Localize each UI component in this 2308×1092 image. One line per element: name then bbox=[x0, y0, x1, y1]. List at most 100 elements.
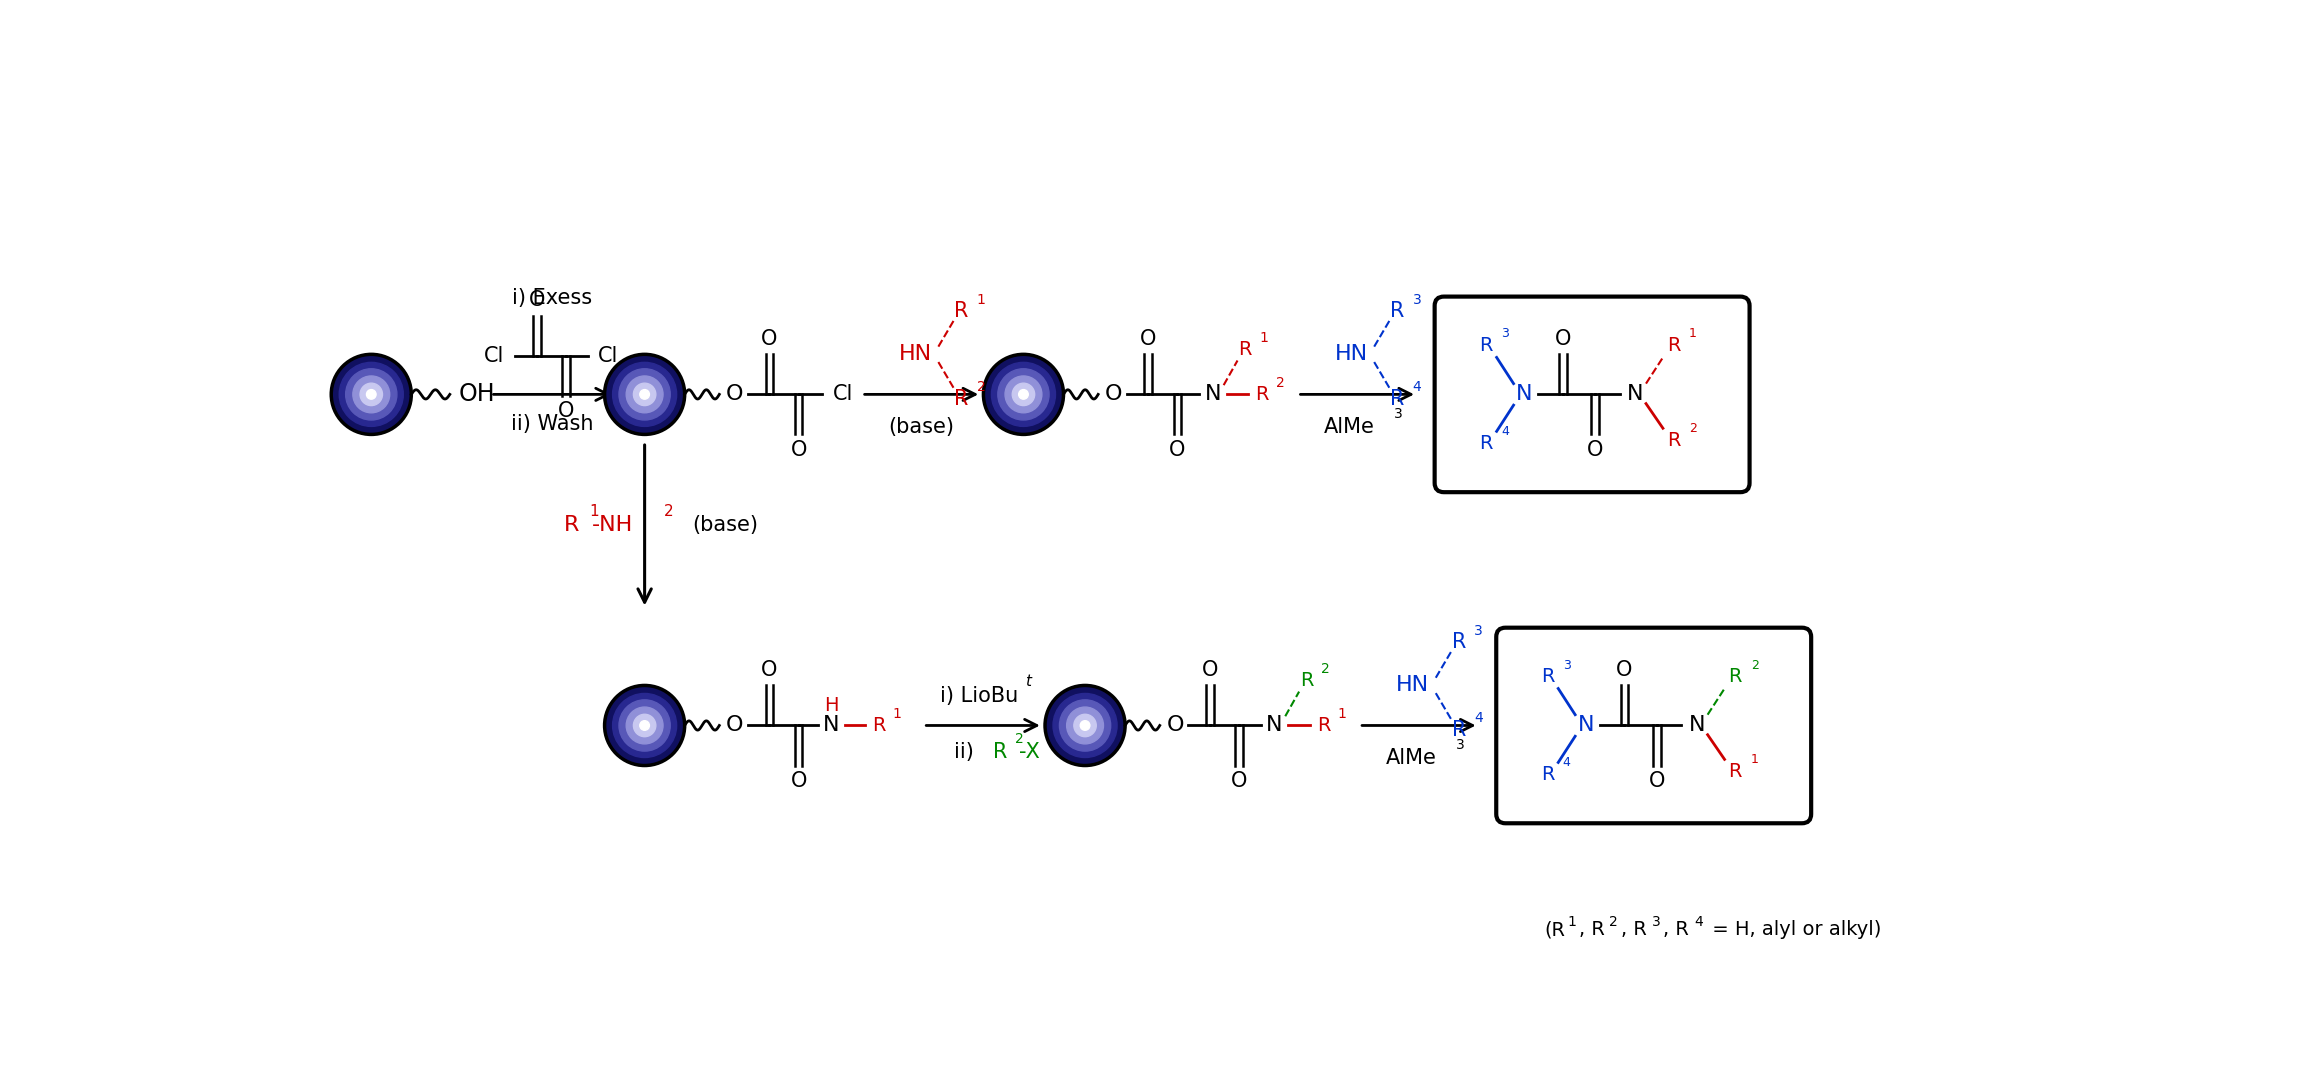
Circle shape bbox=[1004, 376, 1041, 413]
Text: i) LioBu: i) LioBu bbox=[939, 686, 1018, 707]
Text: 1: 1 bbox=[1689, 328, 1696, 341]
Text: Cl: Cl bbox=[598, 346, 619, 366]
Text: 1: 1 bbox=[1752, 753, 1759, 767]
Text: 4: 4 bbox=[1500, 425, 1509, 438]
Text: R: R bbox=[1299, 672, 1313, 690]
Circle shape bbox=[346, 369, 397, 420]
Text: 1: 1 bbox=[1260, 331, 1267, 345]
Circle shape bbox=[1066, 707, 1103, 744]
Text: 3: 3 bbox=[1563, 658, 1572, 672]
Circle shape bbox=[619, 700, 669, 751]
Text: , R: , R bbox=[1620, 921, 1648, 939]
Text: O: O bbox=[559, 402, 575, 422]
Text: O: O bbox=[1616, 660, 1632, 680]
Text: 3: 3 bbox=[1394, 407, 1403, 422]
Circle shape bbox=[1073, 714, 1096, 737]
Text: O: O bbox=[1140, 329, 1156, 349]
Text: R: R bbox=[1666, 431, 1680, 450]
Text: 2: 2 bbox=[665, 505, 674, 519]
Text: O: O bbox=[1588, 440, 1604, 460]
Text: AlMe: AlMe bbox=[1385, 748, 1436, 768]
Text: R: R bbox=[872, 716, 886, 735]
Text: R: R bbox=[1479, 335, 1493, 355]
Text: R: R bbox=[1666, 335, 1680, 355]
Text: 2: 2 bbox=[976, 380, 986, 394]
Text: 3: 3 bbox=[1653, 915, 1659, 929]
Text: O: O bbox=[789, 440, 808, 460]
Circle shape bbox=[1059, 700, 1110, 751]
Text: 4: 4 bbox=[1475, 712, 1484, 725]
Text: HN: HN bbox=[898, 344, 932, 365]
Text: O: O bbox=[1166, 715, 1184, 736]
Circle shape bbox=[639, 390, 649, 400]
Circle shape bbox=[360, 383, 383, 405]
Text: O: O bbox=[529, 290, 545, 310]
Text: 2: 2 bbox=[1276, 376, 1286, 390]
Text: O: O bbox=[1106, 384, 1122, 404]
Text: i) Exess: i) Exess bbox=[512, 288, 593, 308]
Text: -NH: -NH bbox=[591, 515, 632, 535]
Circle shape bbox=[632, 383, 655, 405]
Text: O: O bbox=[1202, 660, 1219, 680]
Circle shape bbox=[625, 707, 662, 744]
Text: R: R bbox=[992, 743, 1006, 762]
Circle shape bbox=[605, 686, 685, 765]
Text: H: H bbox=[824, 696, 838, 715]
Text: 2: 2 bbox=[1609, 915, 1618, 929]
Circle shape bbox=[1046, 686, 1124, 765]
Text: ii): ii) bbox=[953, 743, 981, 762]
Text: N: N bbox=[1689, 715, 1706, 736]
Circle shape bbox=[625, 376, 662, 413]
Text: 4: 4 bbox=[1694, 915, 1703, 929]
Text: R: R bbox=[1389, 389, 1406, 410]
Text: ii) Wash: ii) Wash bbox=[510, 414, 593, 434]
Text: 2: 2 bbox=[1320, 662, 1329, 676]
Text: 1: 1 bbox=[976, 293, 986, 307]
Text: 2: 2 bbox=[1016, 733, 1025, 746]
Text: AlMe: AlMe bbox=[1325, 417, 1376, 437]
Circle shape bbox=[1013, 383, 1034, 405]
Circle shape bbox=[997, 369, 1050, 420]
Text: R: R bbox=[953, 301, 969, 321]
Text: (R: (R bbox=[1544, 921, 1565, 939]
Text: , R: , R bbox=[1664, 921, 1689, 939]
Text: 1: 1 bbox=[893, 707, 902, 721]
Text: 3: 3 bbox=[1475, 624, 1484, 638]
Circle shape bbox=[1080, 721, 1089, 731]
Circle shape bbox=[639, 721, 649, 731]
FancyBboxPatch shape bbox=[1496, 628, 1812, 823]
Text: R: R bbox=[1389, 301, 1406, 321]
Circle shape bbox=[1052, 693, 1117, 758]
Text: O: O bbox=[762, 660, 778, 680]
Circle shape bbox=[983, 354, 1064, 435]
Text: 3: 3 bbox=[1412, 293, 1422, 307]
Text: 3: 3 bbox=[1456, 738, 1466, 752]
Text: R: R bbox=[1542, 765, 1553, 784]
Text: 4: 4 bbox=[1412, 380, 1422, 394]
Text: O: O bbox=[1556, 329, 1572, 349]
Text: R: R bbox=[1239, 341, 1251, 359]
Circle shape bbox=[619, 369, 669, 420]
Text: -X: -X bbox=[1018, 743, 1039, 762]
Text: R: R bbox=[1542, 667, 1553, 686]
Text: Cl: Cl bbox=[833, 384, 854, 404]
Text: N: N bbox=[822, 715, 840, 736]
Text: N: N bbox=[1267, 715, 1283, 736]
Text: R: R bbox=[1479, 435, 1493, 453]
FancyBboxPatch shape bbox=[1436, 297, 1749, 492]
Text: O: O bbox=[762, 329, 778, 349]
Text: O: O bbox=[727, 384, 743, 404]
Circle shape bbox=[339, 363, 404, 426]
Circle shape bbox=[332, 354, 411, 435]
Text: N: N bbox=[1205, 384, 1221, 404]
Text: R: R bbox=[1256, 384, 1269, 404]
Text: 1: 1 bbox=[1339, 707, 1346, 721]
Circle shape bbox=[632, 714, 655, 737]
Circle shape bbox=[605, 354, 685, 435]
Text: N: N bbox=[1516, 384, 1533, 404]
Text: R: R bbox=[953, 389, 969, 410]
Text: N: N bbox=[1627, 384, 1643, 404]
Text: 2: 2 bbox=[1689, 423, 1696, 436]
Text: N: N bbox=[1579, 715, 1595, 736]
Text: O: O bbox=[1170, 440, 1186, 460]
